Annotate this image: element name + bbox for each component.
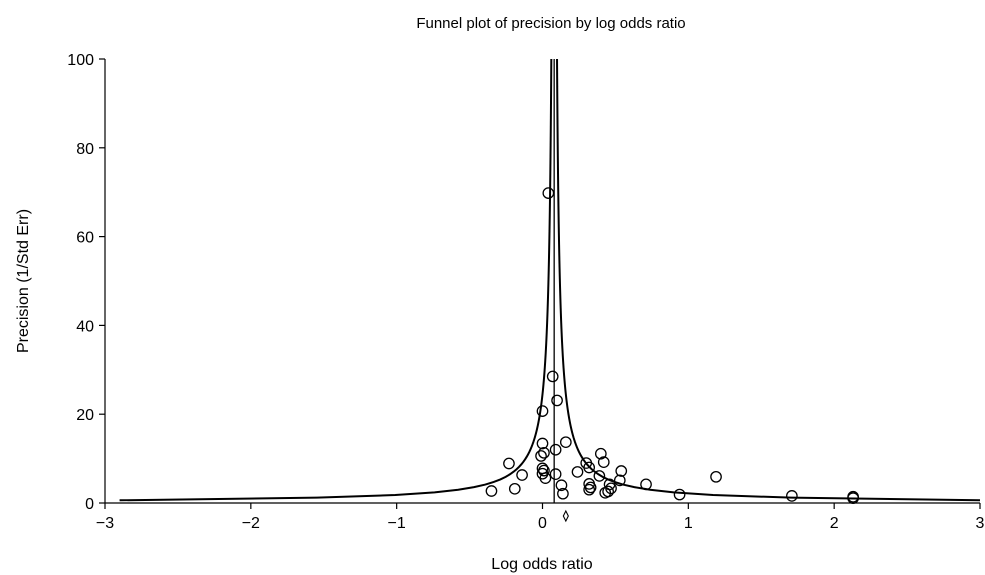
study-point (535, 450, 547, 462)
study-point (536, 405, 549, 417)
study-point (539, 472, 552, 484)
study-point (594, 447, 607, 460)
y-axis-title: Precision (1/Std Err) (15, 209, 32, 353)
study-point (538, 446, 550, 459)
study-point (605, 482, 617, 495)
study-point (613, 474, 626, 487)
study-point (599, 486, 612, 499)
study-point (593, 470, 606, 482)
funnel-left-boundary (119, 59, 553, 502)
study-point (546, 370, 559, 383)
y-tick-label: 40 (76, 318, 94, 335)
x-tick-label: −3 (96, 515, 114, 532)
study-point (516, 469, 528, 481)
study-point (549, 468, 562, 480)
study-point (555, 479, 568, 492)
y-tick-label: 0 (85, 496, 94, 513)
x-axis-ticks: −3 −2 −1 0 1 2 3 (96, 503, 985, 532)
data-points (485, 187, 859, 504)
funnel-right-boundary (556, 59, 981, 502)
study-point (549, 443, 562, 456)
study-point (640, 478, 652, 491)
study-point (485, 485, 498, 497)
y-axis-ticks: 0 20 40 60 80 100 (67, 52, 105, 513)
x-tick-label: 0 (538, 515, 547, 532)
study-point (551, 394, 563, 407)
study-point (508, 482, 521, 495)
y-tick-label: 60 (76, 230, 94, 247)
study-point (597, 456, 610, 469)
funnel-curves (119, 59, 981, 523)
x-tick-label: 3 (976, 515, 985, 532)
study-point (615, 465, 628, 477)
y-tick-label: 80 (76, 141, 94, 158)
study-point (710, 470, 722, 483)
x-tick-label: −1 (388, 515, 406, 532)
chart-title: Funnel plot of precision by log odds rat… (416, 15, 685, 32)
study-point (559, 436, 572, 449)
study-point (583, 483, 596, 496)
study-point (536, 437, 549, 450)
y-tick-label: 100 (67, 52, 94, 69)
study-point (557, 487, 569, 500)
study-point (542, 187, 555, 199)
x-tick-label: 1 (684, 515, 693, 532)
x-tick-label: −2 (242, 515, 260, 532)
study-point (786, 490, 798, 502)
study-point (673, 488, 686, 501)
x-axis-title: Log odds ratio (491, 556, 593, 573)
study-point (571, 466, 584, 478)
x-tick-label: 2 (830, 515, 839, 532)
summary-diamond (562, 509, 569, 523)
study-point (503, 457, 515, 470)
y-tick-label: 20 (76, 407, 94, 424)
study-point (583, 461, 596, 474)
study-point (584, 481, 597, 494)
